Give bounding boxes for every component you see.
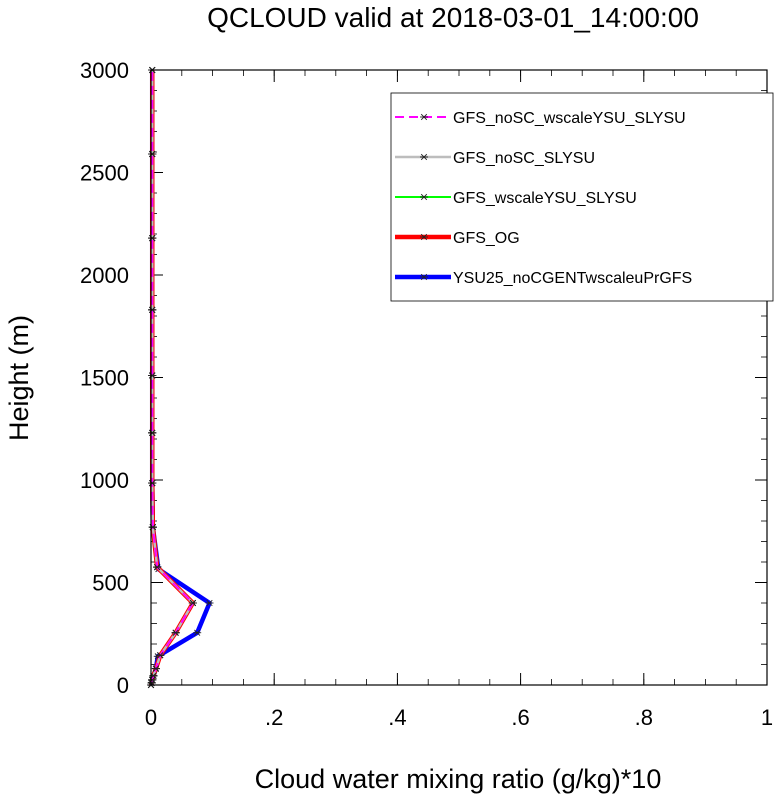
legend-label: GFS_noSC_SLYSU: [453, 150, 595, 167]
x-axis-label: Cloud water mixing ratio (g/kg)*10: [255, 764, 662, 794]
chart-title: QCLOUD valid at 2018-03-01_14:00:00: [207, 2, 699, 33]
legend-box: [390, 92, 774, 302]
legend-item: GFS_wscaleYSU_SLYSU: [395, 190, 637, 207]
legend-label: GFS_OG: [453, 230, 520, 247]
legend-item: GFS_noSC_wscaleYSU_SLYSU: [395, 110, 686, 127]
data-point: [156, 652, 165, 659]
legend-marker: [420, 193, 428, 201]
legend-marker: [420, 113, 428, 121]
y-tick-label: 0: [117, 673, 129, 698]
legend: GFS_noSC_wscaleYSU_SLYSU GFS_noSC_SLYSU GF…: [390, 92, 774, 302]
legend-marker: [420, 273, 428, 281]
series-GFS_noSC_wscaleYSU_SLYSU: [147, 66, 197, 689]
x-tick-label: .6: [511, 705, 529, 730]
axis-tick-labels: 0 .2 .4 .6 .8 1 0 500 1000 1500 2000 2500 3000: [80, 58, 773, 730]
data-point: [148, 676, 157, 683]
legend-item: GFS_OG: [395, 230, 520, 247]
series-layer: [147, 66, 214, 689]
x-tick-label: .4: [388, 705, 406, 730]
legend-marker: [420, 233, 428, 241]
x-tick-label: .8: [635, 705, 653, 730]
x-tick-label: .2: [265, 705, 283, 730]
legend-marker: [420, 153, 428, 161]
y-axis-label: Height (m): [4, 315, 34, 441]
data-point: [148, 234, 157, 242]
y-tick-label: 2500: [80, 161, 129, 186]
x-tick-label: 1: [761, 705, 773, 730]
legend-label: YSU25_noCGENTwscaleuPrGFS: [453, 270, 692, 287]
data-point: [148, 479, 157, 487]
plot-area: [147, 66, 768, 689]
data-point: [193, 629, 202, 636]
legend-item: YSU25_noCGENTwscaleuPrGFS: [395, 270, 692, 287]
y-tick-label: 2000: [80, 263, 129, 288]
data-point: [205, 599, 214, 607]
data-point: [148, 150, 157, 158]
data-point: [148, 306, 157, 313]
data-point: [188, 599, 197, 607]
y-tick-label: 1500: [80, 366, 129, 391]
data-point: [148, 372, 157, 379]
x-tick-label: 0: [145, 705, 157, 730]
legend-label: GFS_wscaleYSU_SLYSU: [453, 190, 637, 207]
y-tick-label: 3000: [80, 58, 129, 83]
data-point: [148, 429, 157, 436]
y-tick-label: 500: [92, 571, 129, 596]
data-point: [151, 665, 160, 672]
legend-label: GFS_noSC_wscaleYSU_SLYSU: [453, 110, 686, 127]
legend-item: GFS_noSC_SLYSU: [395, 150, 595, 167]
y-tick-label: 1000: [80, 468, 129, 493]
data-point: [171, 629, 180, 636]
data-point: [153, 564, 162, 571]
plot-frame: [150, 69, 768, 686]
